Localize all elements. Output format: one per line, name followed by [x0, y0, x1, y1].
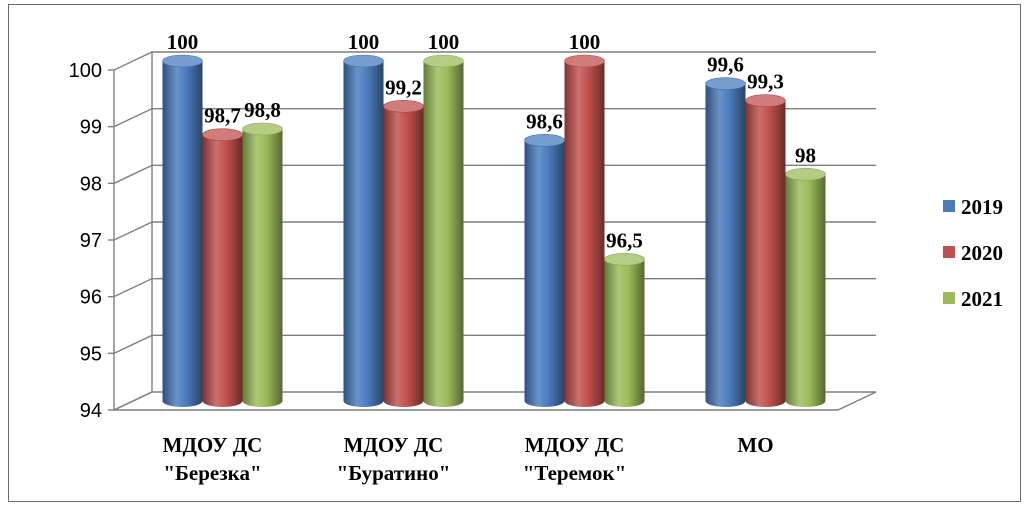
gridlines	[113, 51, 876, 354]
bar-top-2019-3	[705, 77, 746, 90]
bar-2020-3	[745, 100, 786, 408]
bar-top-2019-1	[343, 54, 384, 68]
bar-top-2021-1	[423, 54, 464, 68]
gridline	[113, 164, 876, 184]
data-label: 98,6	[526, 109, 563, 133]
y-tick-label: 100	[69, 60, 102, 82]
legend: 2019 2020 2021	[943, 195, 1003, 311]
category-label: МДОУ ДС	[525, 433, 625, 457]
gridline	[113, 51, 876, 71]
gridline	[113, 107, 876, 128]
bar-2020-0	[202, 134, 243, 407]
bar-top-2021-0	[242, 122, 283, 136]
bar-2019-2	[524, 140, 565, 408]
bar-top-2020-2	[564, 54, 605, 68]
y-tick-label: 99	[80, 117, 102, 139]
category-label: МДОУ ДС	[344, 433, 444, 457]
bar-top-2021-2	[604, 253, 645, 266]
category-label: "Буратино"	[337, 461, 451, 485]
data-label: 100	[167, 30, 199, 54]
data-label: 99,6	[707, 53, 744, 77]
gridline	[113, 221, 876, 241]
legend-swatch-2021	[943, 292, 955, 304]
legend-label-2020: 2020	[961, 241, 1003, 265]
legend-label-2021: 2021	[961, 287, 1003, 311]
legend-swatch-2019	[943, 200, 955, 212]
bar-2021-0	[242, 129, 283, 407]
y-tick-label: 97	[80, 230, 102, 252]
data-label: 96,5	[606, 228, 643, 252]
data-label: 100	[428, 30, 460, 54]
data-label: 98	[795, 143, 816, 167]
y-tick-label: 94	[80, 400, 102, 422]
bar-2020-2	[564, 61, 605, 407]
bar-top-2020-1	[383, 100, 424, 113]
data-label: 99,3	[747, 70, 784, 94]
category-label: "Теремок"	[523, 461, 626, 485]
data-label: 98,8	[244, 98, 281, 122]
category-label: МДОУ ДС	[163, 433, 263, 457]
bar-2019-1	[343, 61, 384, 407]
bar-top-2019-2	[524, 134, 565, 147]
y-tick-label: 95	[80, 343, 102, 365]
data-label: 99,2	[385, 75, 422, 99]
bar-2019-0	[162, 61, 203, 407]
bar-top-2020-0	[202, 128, 243, 141]
category-label: "Березка"	[163, 461, 261, 485]
y-axis-ticks: 94 95 96 97 98 99 100	[69, 60, 114, 422]
bar-2021-3	[785, 174, 826, 407]
bar-2021-2	[604, 259, 645, 407]
data-label: 100	[348, 30, 380, 54]
data-label: 100	[569, 30, 601, 54]
bar-2020-1	[383, 106, 424, 407]
y-tick-label: 96	[80, 287, 102, 309]
category-labels: МДОУ ДС "Березка" МДОУ ДС "Буратино" МДОУ ДС…	[163, 433, 774, 485]
bar-top-2019-0	[162, 54, 203, 68]
y-tick-label: 98	[80, 173, 102, 195]
legend-label-2019: 2019	[961, 195, 1003, 219]
data-label: 98,7	[204, 104, 241, 128]
category-label: МО	[737, 433, 773, 457]
bar-top-2020-3	[745, 94, 786, 107]
bars	[162, 54, 826, 408]
bar-2021-1	[423, 61, 464, 407]
legend-swatch-2020	[943, 246, 955, 258]
bar-2019-3	[705, 83, 746, 408]
floor	[113, 391, 877, 411]
bar-top-2021-3	[785, 168, 826, 181]
